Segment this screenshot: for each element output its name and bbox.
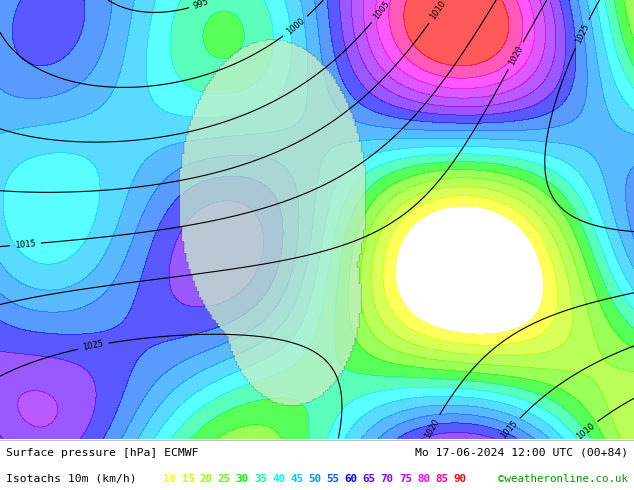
Text: 1020: 1020 bbox=[423, 417, 441, 440]
Text: 20: 20 bbox=[200, 474, 212, 484]
Text: 60: 60 bbox=[344, 474, 358, 484]
Text: 55: 55 bbox=[327, 474, 339, 484]
Text: 40: 40 bbox=[272, 474, 285, 484]
Text: Isotachs 10m (km/h): Isotachs 10m (km/h) bbox=[6, 474, 137, 484]
Text: 1005: 1005 bbox=[372, 0, 392, 21]
Text: 90: 90 bbox=[453, 474, 466, 484]
Text: 65: 65 bbox=[363, 474, 375, 484]
Text: 45: 45 bbox=[290, 474, 303, 484]
Text: 15: 15 bbox=[181, 474, 195, 484]
Text: 1025: 1025 bbox=[574, 23, 591, 45]
Text: 50: 50 bbox=[308, 474, 321, 484]
Text: 1020: 1020 bbox=[507, 45, 524, 67]
Text: Surface pressure [hPa] ECMWF: Surface pressure [hPa] ECMWF bbox=[6, 448, 199, 458]
Text: 1015: 1015 bbox=[15, 239, 36, 250]
Text: 10: 10 bbox=[164, 474, 176, 484]
Text: 70: 70 bbox=[380, 474, 394, 484]
Text: 1010: 1010 bbox=[429, 0, 448, 22]
Text: 995: 995 bbox=[193, 0, 210, 11]
Text: 1000: 1000 bbox=[285, 16, 306, 37]
Text: 75: 75 bbox=[399, 474, 412, 484]
Text: 1015: 1015 bbox=[499, 419, 520, 441]
Text: 1025: 1025 bbox=[82, 340, 105, 352]
Text: 1010: 1010 bbox=[574, 421, 596, 441]
Text: Mo 17-06-2024 12:00 UTC (00+84): Mo 17-06-2024 12:00 UTC (00+84) bbox=[415, 448, 628, 458]
Text: 80: 80 bbox=[417, 474, 430, 484]
Text: ©weatheronline.co.uk: ©weatheronline.co.uk bbox=[498, 474, 628, 484]
Text: 85: 85 bbox=[435, 474, 448, 484]
Text: 30: 30 bbox=[236, 474, 249, 484]
Text: 35: 35 bbox=[254, 474, 267, 484]
Text: 25: 25 bbox=[217, 474, 231, 484]
